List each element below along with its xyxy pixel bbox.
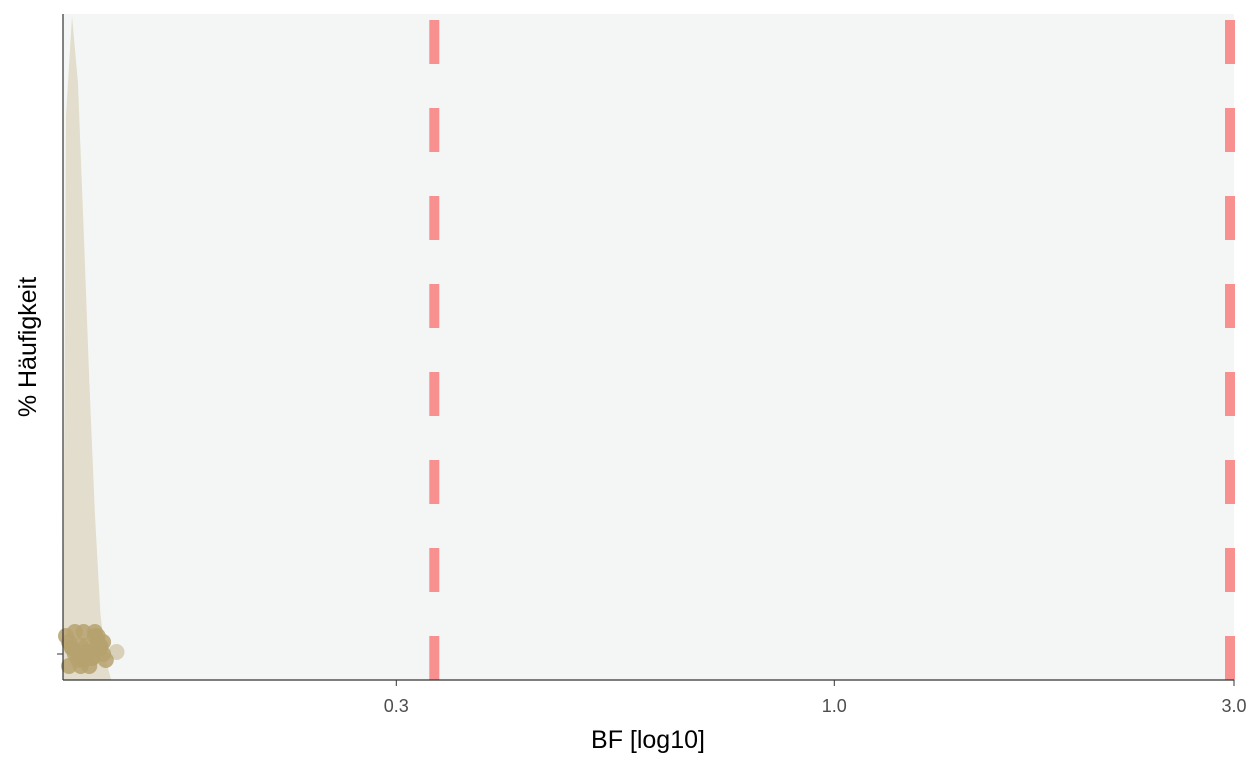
x-tick-label: 1.0 <box>822 696 847 716</box>
data-point <box>108 644 125 660</box>
x-tick-label: 0.3 <box>384 696 409 716</box>
x-axis-title: BF [log10] <box>591 726 705 754</box>
density-area <box>63 16 112 680</box>
plot-panel <box>63 14 1234 680</box>
data-point <box>97 652 114 668</box>
data-point <box>86 624 103 640</box>
x-tick-label: 3.0 <box>1221 696 1246 716</box>
data-point <box>92 638 109 654</box>
y-axis-title: % Häufigkeit <box>14 277 42 417</box>
data-point <box>66 624 83 640</box>
data-point <box>81 658 98 674</box>
data-point <box>61 658 77 674</box>
